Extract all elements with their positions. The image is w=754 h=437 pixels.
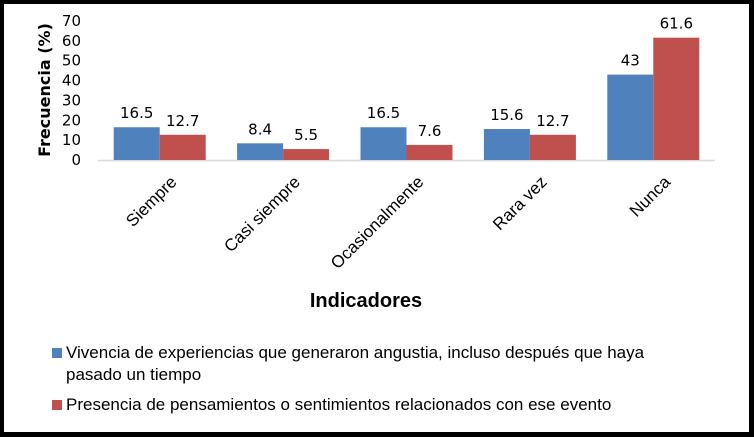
bar-vivencia-nunca bbox=[607, 74, 654, 160]
bar-presencia-casi-siempre bbox=[283, 149, 330, 160]
data-label: 5.5 bbox=[294, 126, 318, 144]
legend-item-series-2: Presencia de pensamientos o sentimientos… bbox=[52, 394, 752, 416]
y-axis-label: Frecuencia (%) bbox=[35, 23, 54, 157]
bar-vivencia-ocasionalmente bbox=[360, 127, 407, 160]
bar-vivencia-casi-siempre bbox=[237, 143, 284, 160]
category-label: Rara vez bbox=[489, 172, 551, 234]
legend-label-line-2: pasado un tiempo bbox=[66, 365, 202, 384]
y-tick-label: 30 bbox=[62, 91, 81, 109]
data-label: 61.6 bbox=[660, 15, 693, 33]
legend-label: Presencia de pensamientos o sentimientos… bbox=[66, 395, 612, 414]
bar-presencia-ocasionalmente bbox=[406, 144, 453, 160]
bar-presencia-nunca bbox=[653, 37, 700, 160]
legend: Vivencia de experiencias que generaron a… bbox=[52, 342, 752, 424]
bar-presencia-siempre bbox=[159, 134, 206, 160]
category-label: Casi siempre bbox=[220, 172, 304, 256]
legend-item-series-1: Vivencia de experiencias que generaron a… bbox=[52, 342, 752, 386]
y-tick-label: 70 bbox=[62, 12, 81, 30]
data-label: 8.4 bbox=[248, 120, 272, 138]
data-labels: 16.5 12.7 8.4 5.5 16.5 7.6 15.6 12.7 43 61.6 bbox=[120, 15, 693, 144]
category-label: Ocasionalmente bbox=[327, 172, 427, 272]
y-tick-label: 0 bbox=[71, 151, 81, 169]
legend-swatch-red bbox=[52, 400, 62, 410]
data-label: 12.7 bbox=[166, 112, 199, 130]
category-label: Siempre bbox=[122, 172, 180, 230]
data-label: 43 bbox=[621, 52, 640, 70]
data-label: 15.6 bbox=[490, 106, 523, 124]
bar-vivencia-rara-vez bbox=[483, 129, 530, 160]
bar-presencia-rara-vez bbox=[529, 134, 576, 160]
bars bbox=[113, 37, 700, 160]
data-label: 7.6 bbox=[418, 122, 442, 140]
y-tick-label: 20 bbox=[62, 111, 81, 129]
y-tick-label: 50 bbox=[62, 52, 81, 70]
legend-swatch-blue bbox=[52, 348, 62, 358]
y-tick-label: 10 bbox=[62, 131, 81, 149]
data-label: 16.5 bbox=[367, 104, 400, 122]
data-label: 16.5 bbox=[120, 104, 153, 122]
bar-vivencia-siempre bbox=[113, 127, 160, 160]
category-label: Nunca bbox=[626, 172, 675, 221]
y-tick-label: 60 bbox=[62, 32, 81, 50]
data-label: 12.7 bbox=[536, 112, 569, 130]
y-tick-label: 40 bbox=[62, 72, 81, 90]
category-labels: Siempre Casi siempre Ocasionalmente Rara ve… bbox=[122, 172, 674, 273]
x-axis-label: Indicadores bbox=[310, 290, 422, 312]
legend-label-line-1: Vivencia de experiencias que generaron a… bbox=[66, 343, 645, 362]
